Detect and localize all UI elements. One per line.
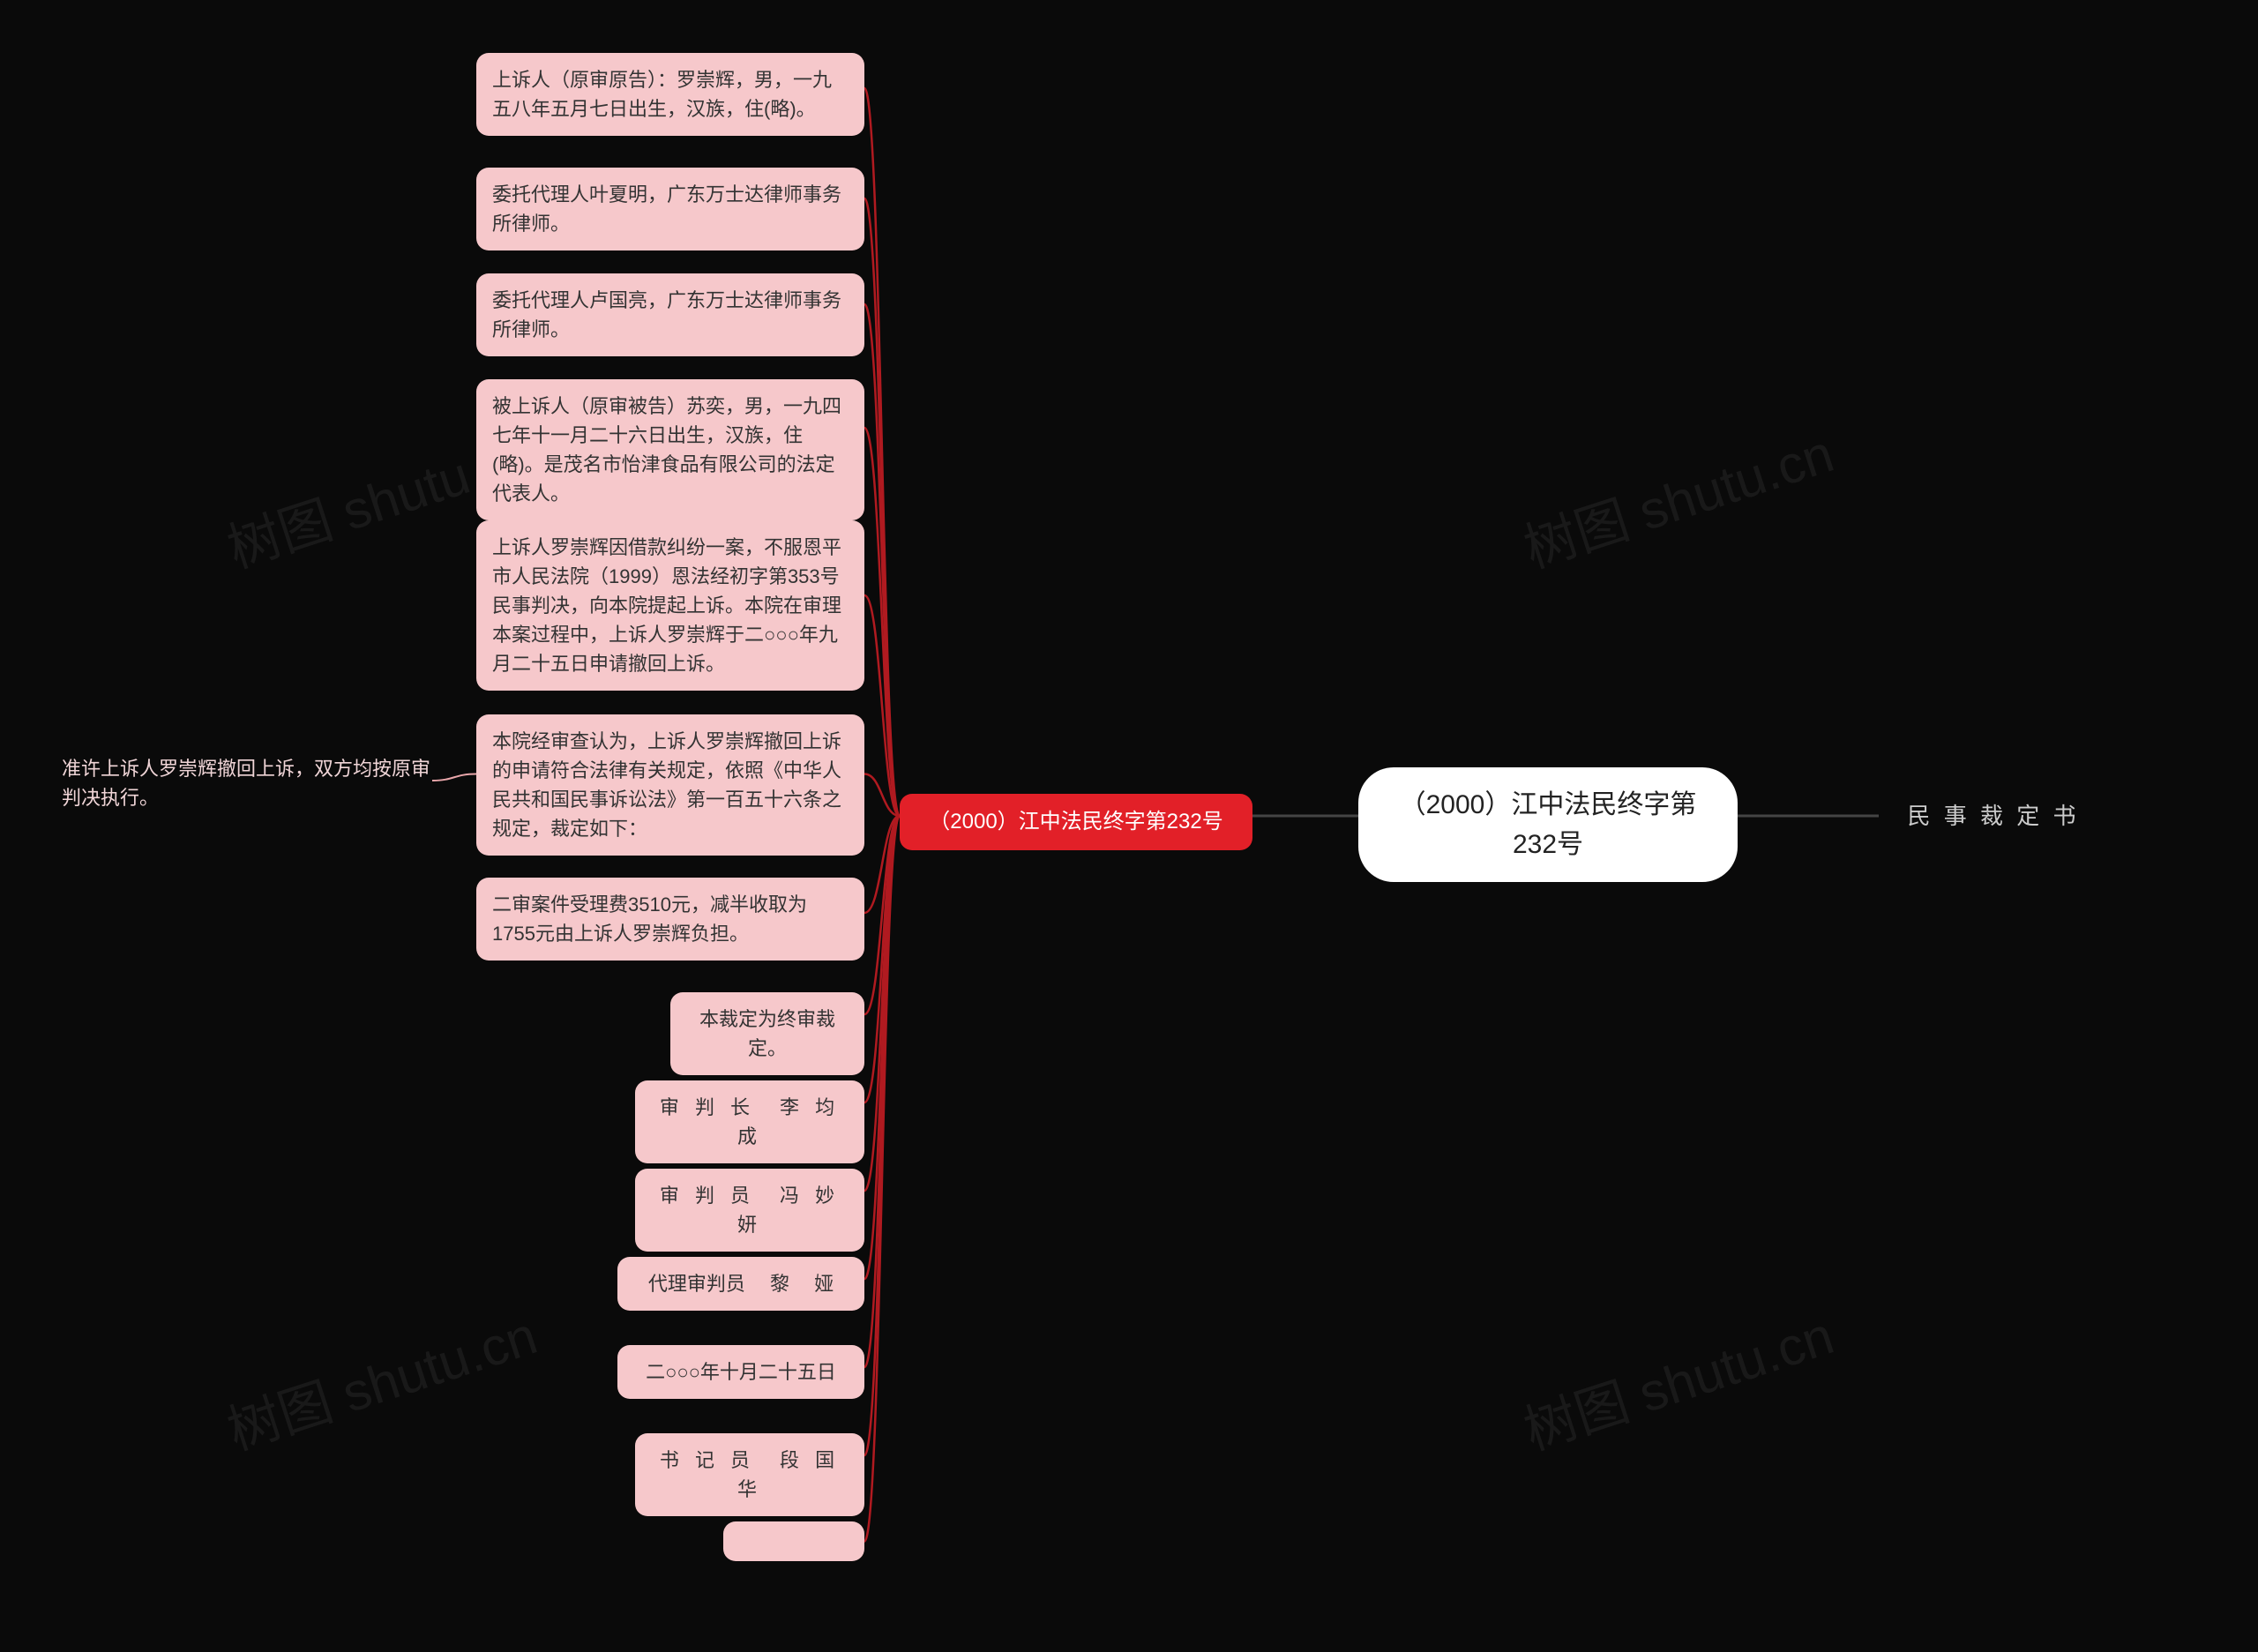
left-main-node[interactable]: （2000）江中法民终字第232号 [900, 794, 1252, 850]
left-child-n2[interactable]: 委托代理人叶夏明，广东万士达律师事务所律师。 [476, 168, 864, 250]
left-child-label: 被上诉人（原审被告）苏奕，男，一九四七年十一月二十六日出生，汉族，住(略)。是茂… [492, 392, 849, 508]
left-child-n14[interactable] [723, 1521, 864, 1561]
left-child-n9[interactable]: 审 判 长 李 均 成 [635, 1080, 864, 1163]
right-leaf-node[interactable]: 民 事 裁 定 书 [1879, 798, 2108, 833]
root-label: （2000）江中法民终字第232号 [1385, 785, 1711, 864]
left-child-n5[interactable]: 上诉人罗崇辉因借款纠纷一案，不服恩平市人民法院（1999）恩法经初字第353号民… [476, 520, 864, 691]
left-child-n7[interactable]: 二审案件受理费3510元，减半收取为1755元由上诉人罗崇辉负担。 [476, 878, 864, 961]
left-child-label: 书 记 员 段 国 华 [651, 1446, 849, 1504]
left-child-label: 上诉人（原审原告）：罗崇辉，男，一九五八年五月七日出生，汉族，住(略)。 [492, 65, 849, 123]
left-child-label: 二○○○年十月二十五日 [646, 1357, 836, 1387]
root-node[interactable]: （2000）江中法民终字第232号 [1358, 767, 1738, 882]
left-child-label: 审 判 员 冯 妙 妍 [651, 1181, 849, 1239]
left-child-label: 审 判 长 李 均 成 [651, 1093, 849, 1151]
watermark: 树图 shutu.cn [1513, 1293, 1842, 1465]
left-child-label: 本院经审查认为，上诉人罗崇辉撤回上诉的申请符合法律有关规定，依照《中华人民共和国… [492, 727, 849, 843]
left-child-n1[interactable]: 上诉人（原审原告）：罗崇辉，男，一九五八年五月七日出生，汉族，住(略)。 [476, 53, 864, 136]
left-child-n8[interactable]: 本裁定为终审裁定。 [670, 992, 864, 1075]
left-child-label: 委托代理人卢国亮，广东万士达律师事务所律师。 [492, 286, 849, 344]
left-child-label: 本裁定为终审裁定。 [686, 1005, 849, 1063]
left-child-n6[interactable]: 本院经审查认为，上诉人罗崇辉撤回上诉的申请符合法律有关规定，依照《中华人民共和国… [476, 714, 864, 856]
left-child-n13[interactable]: 书 记 员 段 国 华 [635, 1433, 864, 1516]
right-leaf-label: 民 事 裁 定 书 [1908, 799, 2080, 833]
watermark: 树图 shutu.cn [216, 1293, 545, 1465]
left-child-n10[interactable]: 审 判 员 冯 妙 妍 [635, 1169, 864, 1252]
left-child-label: 二审案件受理费3510元，减半收取为1755元由上诉人罗崇辉负担。 [492, 890, 849, 948]
left-child-label: 代理审判员 黎 娅 [648, 1269, 834, 1298]
left-child-label: 委托代理人叶夏明，广东万士达律师事务所律师。 [492, 180, 849, 238]
left-child-n12[interactable]: 二○○○年十月二十五日 [617, 1345, 864, 1399]
left-child-n11[interactable]: 代理审判员 黎 娅 [617, 1257, 864, 1311]
left-child-n3[interactable]: 委托代理人卢国亮，广东万士达律师事务所律师。 [476, 273, 864, 356]
watermark: 树图 shutu.cn [1513, 411, 1842, 583]
deep-node[interactable]: 准许上诉人罗崇辉撤回上诉，双方均按原审判决执行。 [62, 754, 432, 812]
left-child-label: 上诉人罗崇辉因借款纠纷一案，不服恩平市人民法院（1999）恩法经初字第353号民… [492, 533, 849, 678]
deep-node-label: 准许上诉人罗崇辉撤回上诉，双方均按原审判决执行。 [62, 754, 432, 812]
left-child-n4[interactable]: 被上诉人（原审被告）苏奕，男，一九四七年十一月二十六日出生，汉族，住(略)。是茂… [476, 379, 864, 520]
left-main-label: （2000）江中法民终字第232号 [929, 806, 1222, 838]
